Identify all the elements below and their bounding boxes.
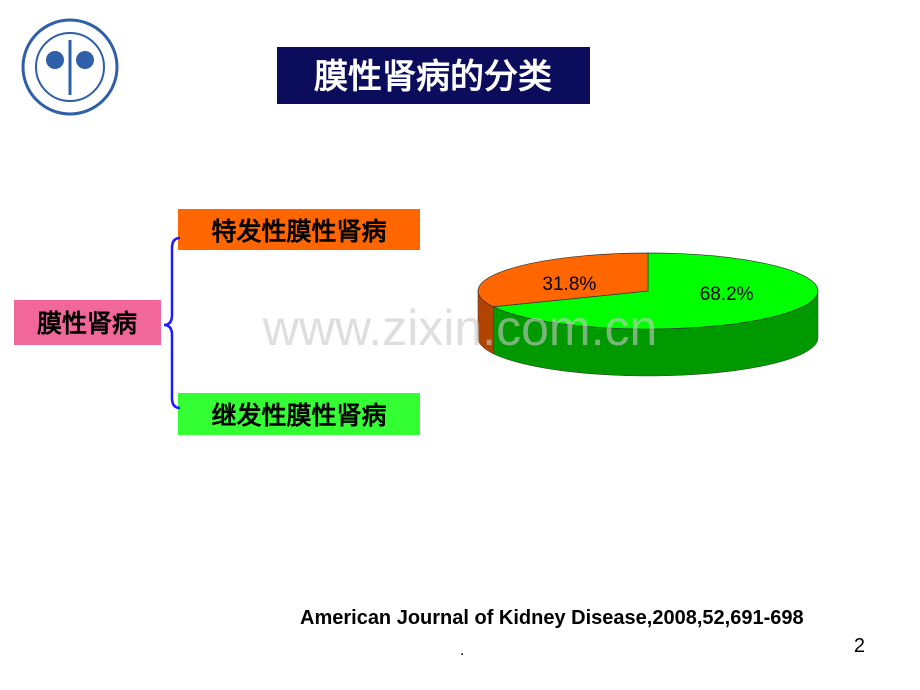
citation: American Journal of Kidney Disease,2008,… <box>300 607 804 629</box>
watermark: www.zixin.com.cn <box>262 300 658 356</box>
pie-chart: 68.2% 31.8% <box>477 252 819 377</box>
slice <box>477 252 649 308</box>
root-box <box>14 300 161 345</box>
title-box <box>277 47 590 104</box>
brace <box>163 236 181 410</box>
logo <box>21 18 119 116</box>
footer-dot: . <box>460 642 464 659</box>
root-label: 膜性肾病 <box>37 309 137 338</box>
category-label: 继发性膜性肾病 <box>211 401 386 430</box>
category-label: 特发性膜性肾病 <box>211 217 386 246</box>
value-label: 31.8% <box>542 274 596 295</box>
category-box <box>178 393 420 435</box>
slice <box>492 252 819 330</box>
page-number: 2 <box>854 635 865 657</box>
category-box <box>178 209 420 250</box>
slide-title: 膜性肾病的分类 <box>314 57 552 97</box>
value-label: 68.2% <box>700 284 754 305</box>
